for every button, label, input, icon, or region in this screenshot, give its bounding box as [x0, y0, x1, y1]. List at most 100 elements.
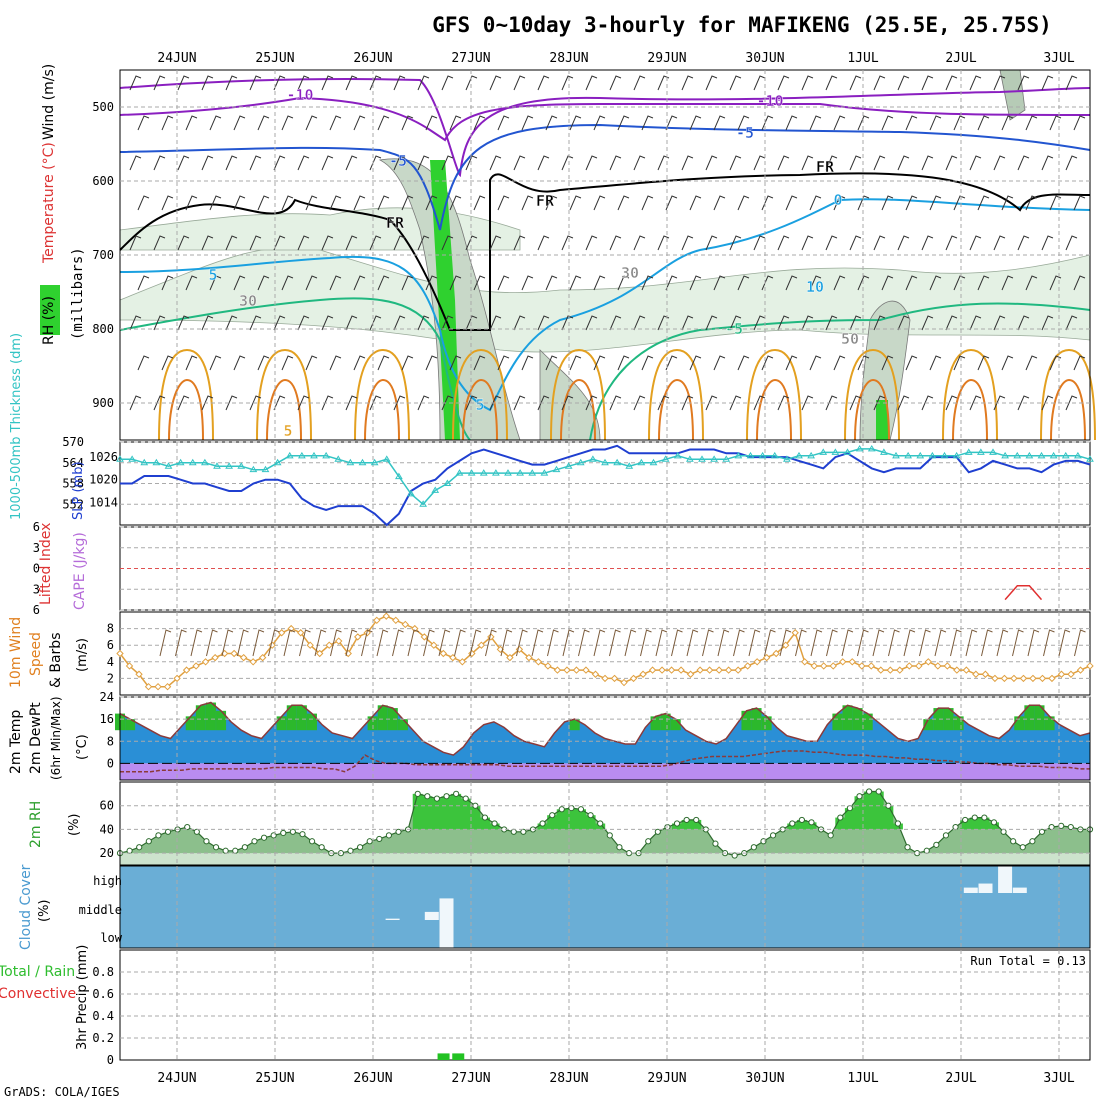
wind-label: Wind (m/s) — [41, 64, 57, 140]
rh-point-44 — [540, 821, 545, 826]
cloud-bar-7 — [1013, 888, 1027, 893]
contour-label-7: 5 — [208, 266, 217, 284]
rh-moist-band-33 — [432, 799, 442, 830]
rh-point-32 — [425, 794, 430, 799]
contour-label-0: -10 — [286, 86, 313, 104]
date-tick-top-2JUL: 2JUL — [945, 51, 976, 66]
precip-tick-1: 0.2 — [92, 1031, 114, 1045]
cloud-bar-2 — [440, 898, 454, 920]
slp-tick-1014: 1014 — [89, 495, 118, 509]
rh-point-97 — [1049, 824, 1054, 829]
cloud-bar-0 — [386, 919, 400, 920]
rh-point-52 — [617, 845, 622, 850]
contour-label-12: 5 — [283, 422, 292, 440]
rh2m-label: 2m RH — [28, 801, 44, 848]
rh-point-29 — [396, 829, 401, 834]
precip-tick-2: 0.4 — [92, 1009, 114, 1023]
contour-label-5: FR — [536, 192, 555, 210]
temp-warm-band-71 — [832, 714, 842, 731]
date-tick-bottom-24JUN: 24JUN — [157, 1071, 196, 1086]
cloud-background — [120, 866, 1090, 948]
temp-tick-0: 0 — [107, 756, 114, 770]
date-tick-top-1JUL: 1JUL — [847, 51, 878, 66]
rh-point-7 — [185, 824, 190, 829]
temp-warm-band-28 — [398, 719, 408, 730]
slp-tick-1026: 1026 — [89, 450, 118, 464]
rh-point-10 — [213, 845, 218, 850]
chart-title: GFS 0~10day 3-hourly for MAFIKENG (25.5E… — [432, 13, 1052, 37]
date-tick-bottom-30JUN: 30JUN — [745, 1071, 784, 1086]
contour-label-6: FR — [816, 158, 835, 176]
wind-tick-4: 4 — [107, 655, 114, 669]
date-tick-bottom-26JUN: 26JUN — [353, 1071, 392, 1086]
date-tick-bottom-25JUN: 25JUN — [255, 1071, 294, 1086]
rh-tick-20: 20 — [100, 846, 114, 860]
date-tick-bottom-2JUL: 2JUL — [945, 1071, 976, 1086]
wind-tick-8: 8 — [107, 622, 114, 636]
date-tick-bottom-28JUN: 28JUN — [549, 1071, 588, 1086]
rh-point-42 — [521, 829, 526, 834]
pressure-tick-800: 800 — [92, 322, 114, 336]
temp-tick-16: 16 — [100, 712, 114, 726]
rh-point-86 — [943, 833, 948, 838]
rh-point-35 — [454, 791, 459, 796]
rh-point-3 — [146, 839, 151, 844]
date-tick-top-3JUL: 3JUL — [1043, 51, 1074, 66]
temp-warm-band-62 — [741, 711, 751, 730]
temp-warm-band-53 — [651, 716, 661, 730]
rh-point-85 — [934, 842, 939, 847]
pressure-tick-500: 500 — [92, 100, 114, 114]
rh-point-95 — [1030, 839, 1035, 844]
rh-moist-band-36 — [461, 799, 471, 830]
temp-tick-8: 8 — [107, 734, 114, 748]
rh-point-90 — [982, 815, 987, 820]
rh-point-92 — [1001, 829, 1006, 834]
rh-point-8 — [194, 829, 199, 834]
rh-point-12 — [233, 848, 238, 853]
rh-point-46 — [559, 807, 564, 812]
temp-warm-band-19 — [307, 714, 317, 731]
rh-point-25 — [357, 845, 362, 850]
precip-bar-0 — [438, 1053, 450, 1060]
rh-point-38 — [482, 815, 487, 820]
rh-point-84 — [924, 848, 929, 853]
rh-point-20 — [309, 839, 314, 844]
meteogram: GFS 0~10day 3-hourly for MAFIKENG (25.5E… — [0, 0, 1100, 1100]
cloud-bar-4 — [964, 888, 978, 893]
cloud-unit-label: (%) — [37, 900, 52, 923]
temp2m-label: 2m Temp — [8, 710, 24, 774]
rh-point-55 — [646, 839, 651, 844]
date-tick-top-24JUN: 24JUN — [157, 51, 196, 66]
rh-point-56 — [655, 829, 660, 834]
precip-tick-0: 0 — [107, 1053, 114, 1067]
contour-label-15: 50 — [841, 330, 859, 348]
rh-band-20-overlay — [120, 853, 1090, 865]
cape-label: CAPE (J/kg) — [72, 532, 88, 610]
rh-moist-band-34 — [442, 796, 452, 829]
footer-credit: GrADS: COLA/IGES — [4, 1085, 120, 1099]
slp-tick-1020: 1020 — [89, 473, 118, 487]
temp-warm-band-55 — [671, 719, 681, 730]
contour-label-4: FR — [386, 214, 405, 232]
rh-point-41 — [511, 829, 516, 834]
thickness-tick-570: 570 — [62, 435, 84, 449]
contour-label-13: 30 — [621, 264, 639, 282]
rh-point-70 — [790, 821, 795, 826]
rh-tick-60: 60 — [100, 799, 114, 813]
rh-moist-band-78 — [864, 791, 874, 829]
rh-point-71 — [799, 817, 804, 822]
rh-moist-band-35 — [451, 794, 461, 830]
rh-point-48 — [578, 807, 583, 812]
rh-point-28 — [386, 833, 391, 838]
pressure-tick-600: 600 — [92, 174, 114, 188]
rh-point-66 — [751, 845, 756, 850]
rh-point-79 — [876, 789, 881, 794]
rh-point-33 — [434, 796, 439, 801]
rh-point-50 — [598, 821, 603, 826]
total-rain-label: Total / Rain — [0, 964, 75, 980]
rh-moist-band-80 — [883, 806, 893, 830]
contour-label-8: 5 — [475, 396, 484, 414]
date-tick-bottom-3JUL: 3JUL — [1043, 1071, 1074, 1086]
temp-unit-label: (°C) — [75, 734, 90, 760]
date-tick-bottom-1JUL: 1JUL — [847, 1071, 878, 1086]
